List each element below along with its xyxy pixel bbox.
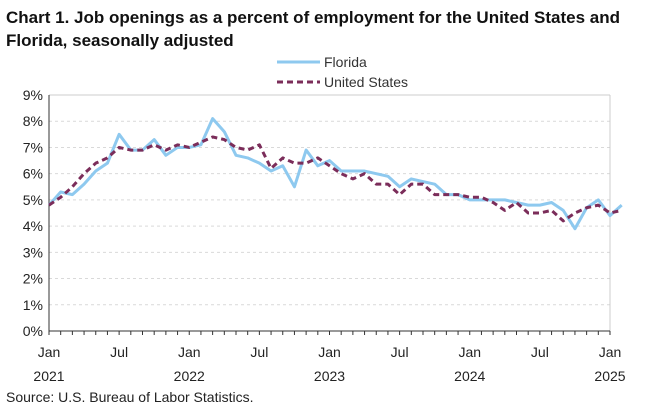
series-line-united-states xyxy=(48,135,623,223)
y-tick-label: 0% xyxy=(23,323,43,339)
y-tick-label: 5% xyxy=(23,192,43,208)
x-tick-label-year: 2023 xyxy=(314,368,345,384)
x-tick-label-month: Jan xyxy=(38,344,61,360)
y-tick-label: 1% xyxy=(23,297,43,313)
legend: Florida United States xyxy=(277,54,408,90)
y-tick-label: 7% xyxy=(23,139,43,155)
x-tick-label-year: 2021 xyxy=(33,368,64,384)
y-tick-label: 3% xyxy=(23,244,43,260)
x-tick-label-year: 2025 xyxy=(594,368,625,384)
series-line-florida xyxy=(47,117,623,231)
x-tick-label-month: Jul xyxy=(110,344,128,360)
series-lines xyxy=(47,117,623,231)
x-tick-label-year: 2022 xyxy=(174,368,205,384)
y-tick-label: 6% xyxy=(23,166,43,182)
x-tick-label-month: Jul xyxy=(531,344,549,360)
axes: 0% 1% 2% 3% 4% 5% 6% 7% 8% 9% Jan 2021 Jul Jan 2022 Jul… xyxy=(23,87,626,384)
chart-title: Chart 1. Job openings as a percent of em… xyxy=(6,8,620,50)
x-tick-label-year: 2024 xyxy=(454,368,485,384)
source-note: Source: U.S. Bureau of Labor Statistics. xyxy=(6,389,254,405)
x-tick-label-month: Jul xyxy=(391,344,409,360)
x-tick-label-month: Jan xyxy=(318,344,341,360)
y-tick-label: 8% xyxy=(23,113,43,129)
x-tick-label-month: Jan xyxy=(458,344,481,360)
y-tick-label: 4% xyxy=(23,218,43,234)
legend-label-united-states: United States xyxy=(324,74,408,90)
y-tick-label: 9% xyxy=(23,87,43,103)
gridlines xyxy=(49,94,610,306)
x-tick-label-month: Jul xyxy=(250,344,268,360)
y-tick-label: 2% xyxy=(23,271,43,287)
x-tick-label-month: Jan xyxy=(599,344,622,360)
x-tick-label-month: Jan xyxy=(178,344,201,360)
legend-label-florida: Florida xyxy=(324,54,367,70)
